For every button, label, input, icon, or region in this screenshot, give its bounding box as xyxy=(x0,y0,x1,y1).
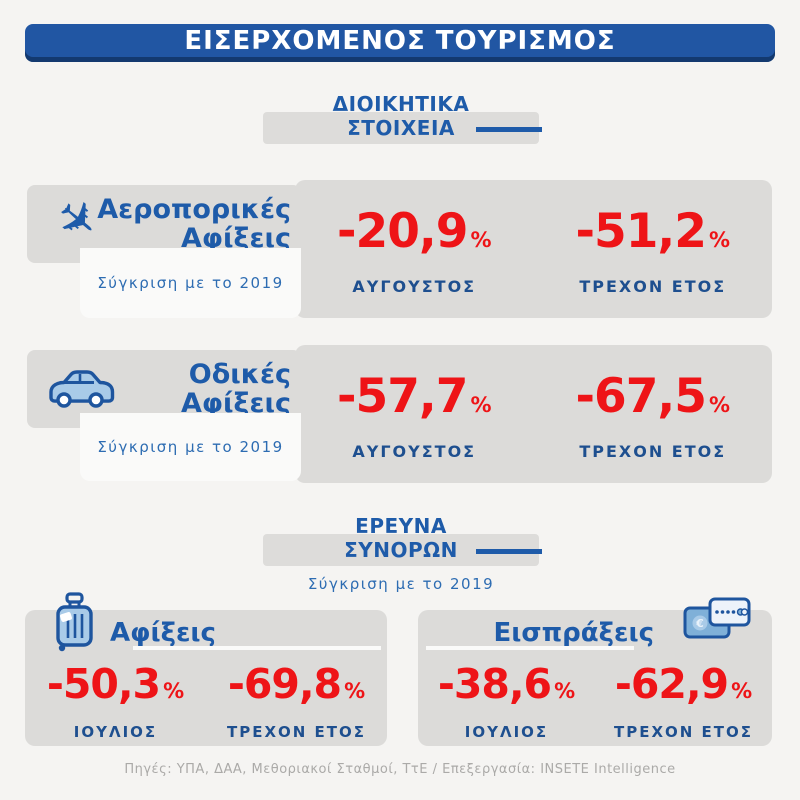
stat-label: ΤΡΕΧΟΝ ΕΤΟΣ xyxy=(579,441,727,461)
stat-current-year: -69,8% ΤΡΕΧΟΝ ΕΤΟΣ xyxy=(206,652,387,746)
stat-label: ΤΡΕΧΟΝ ΕΤΟΣ xyxy=(226,722,367,741)
stat-label: ΑΥΓΟΥΣΤΟΣ xyxy=(352,276,477,296)
stat-july: -38,6% ΙΟΥΛΙΟΣ xyxy=(418,652,595,746)
percent-sign: % xyxy=(163,678,185,703)
air-arrivals-note-panel: Σύγκριση με το 2019 xyxy=(80,248,301,318)
section-title-line2: ΣΥΝΟΡΩΝ xyxy=(344,538,458,562)
stat-value: -67,5% xyxy=(575,368,731,430)
car-icon xyxy=(49,370,115,408)
credit-cards-icon: € xyxy=(683,597,751,639)
comparison-note: Σύγκριση με το 2019 xyxy=(97,274,284,292)
airplane-landing-icon: ✈ xyxy=(43,185,111,255)
section-title-dash xyxy=(476,549,542,554)
comparison-note: Σύγκριση με το 2019 xyxy=(97,438,284,456)
stat-value: -62,9% xyxy=(615,662,752,713)
comparison-note: Σύγκριση με το 2019 xyxy=(307,575,495,593)
card-title: Αφίξεις xyxy=(110,618,216,648)
page-title-bar: ΕΙΣΕΡΧΟΜΕΝΟΣ ΤΟΥΡΙΣΜΟΣ xyxy=(25,24,775,62)
card-title: Αεροπορικές Αφίξεις xyxy=(97,195,301,253)
suitcase-icon xyxy=(56,592,93,652)
card-survey-receipts: Εισπράξεις -38,6% ΙΟΥΛΙΟΣ -62,9% ΤΡΕΧΟΝ … xyxy=(418,610,772,746)
percent-sign: % xyxy=(708,392,731,417)
stat-value: -50,3% xyxy=(47,662,184,713)
section-title-line2: ΣΤΟΙΧΕΙΑ xyxy=(347,116,455,140)
percent-sign: % xyxy=(344,678,366,703)
percent-sign: % xyxy=(470,227,492,252)
percent-sign: % xyxy=(554,678,576,703)
sources-footer: Πηγές: ΥΠΑ, ΔΑΑ, Μεθοριακοί Σταθμοί, ΤτΕ… xyxy=(124,762,676,777)
title-separator xyxy=(133,646,381,650)
page-title: ΕΙΣΕΡΧΟΜΕΝΟΣ ΤΟΥΡΙΣΜΟΣ xyxy=(184,26,616,56)
stat-value: -57,7% xyxy=(336,368,492,430)
stat-current-year: -67,5% ΤΡΕΧΟΝ ΕΤΟΣ xyxy=(534,345,773,483)
stat-number: -62,9 xyxy=(614,659,729,708)
airplane-glyph: ✈ xyxy=(43,185,111,255)
stat-label: ΤΡΕΧΟΝ ΕΤΟΣ xyxy=(579,276,727,296)
stat-number: -57,7 xyxy=(336,368,468,424)
stat-august: -57,7% ΑΥΓΟΥΣΤΟΣ xyxy=(295,345,534,483)
stat-value: -20,9% xyxy=(336,203,492,265)
stat-number: -69,8 xyxy=(227,659,342,708)
card-title: Οδικές Αφίξεις xyxy=(181,360,301,418)
stat-label: ΙΟΥΛΙΟΣ xyxy=(73,722,158,741)
stat-value: -38,6% xyxy=(438,662,575,713)
section-title-dash xyxy=(476,127,542,132)
stat-label: ΤΡΕΧΟΝ ΕΤΟΣ xyxy=(613,722,754,741)
section-title-line1: ΕΡΕΥΝΑ xyxy=(355,514,447,538)
stat-number: -50,3 xyxy=(46,659,161,708)
card-title: Εισπράξεις xyxy=(493,618,654,648)
air-arrivals-stats-panel: -20,9% ΑΥΓΟΥΣΤΟΣ -51,2% ΤΡΕΧΟΝ ΕΤΟΣ xyxy=(295,180,772,318)
stat-july: -50,3% ΙΟΥΛΙΟΣ xyxy=(25,652,206,746)
svg-text:€: € xyxy=(695,617,704,630)
stat-current-year: -51,2% ΤΡΕΧΟΝ ΕΤΟΣ xyxy=(534,180,773,318)
stat-current-year: -62,9% ΤΡΕΧΟΝ ΕΤΟΣ xyxy=(595,652,772,746)
stat-number: -38,6 xyxy=(437,659,552,708)
stat-value: -51,2% xyxy=(575,203,731,265)
title-separator xyxy=(426,646,634,650)
section-administrative-data: ΔΙΟΙΚΗΤΙΚΑ ΣΤΟΙΧΕΙΑ xyxy=(263,92,542,144)
percent-sign: % xyxy=(708,227,731,252)
section-border-survey: ΕΡΕΥΝΑ ΣΥΝΟΡΩΝ Σύγκριση με το 2019 xyxy=(263,514,542,593)
road-arrivals-note-panel: Σύγκριση με το 2019 xyxy=(80,413,301,481)
stat-number: -20,9 xyxy=(336,203,468,259)
percent-sign: % xyxy=(731,678,753,703)
survey-arrivals-stats: -50,3% ΙΟΥΛΙΟΣ -69,8% ΤΡΕΧΟΝ ΕΤΟΣ xyxy=(25,652,387,746)
stat-august: -20,9% ΑΥΓΟΥΣΤΟΣ xyxy=(295,180,534,318)
card-title-line1: Αεροπορικές xyxy=(97,194,291,225)
stat-value: -69,8% xyxy=(228,662,365,713)
stat-number: -51,2 xyxy=(575,203,706,259)
stat-label: ΑΥΓΟΥΣΤΟΣ xyxy=(352,441,477,461)
stat-label: ΙΟΥΛΙΟΣ xyxy=(464,722,549,741)
stat-number: -67,5 xyxy=(575,368,706,424)
percent-sign: % xyxy=(470,392,492,417)
card-title-line1: Οδικές xyxy=(188,359,291,390)
survey-receipts-stats: -38,6% ΙΟΥΛΙΟΣ -62,9% ΤΡΕΧΟΝ ΕΤΟΣ xyxy=(418,652,772,746)
road-arrivals-stats-panel: -57,7% ΑΥΓΟΥΣΤΟΣ -67,5% ΤΡΕΧΟΝ ΕΤΟΣ xyxy=(295,345,772,483)
section-title-line1: ΔΙΟΙΚΗΤΙΚΑ xyxy=(332,92,470,116)
